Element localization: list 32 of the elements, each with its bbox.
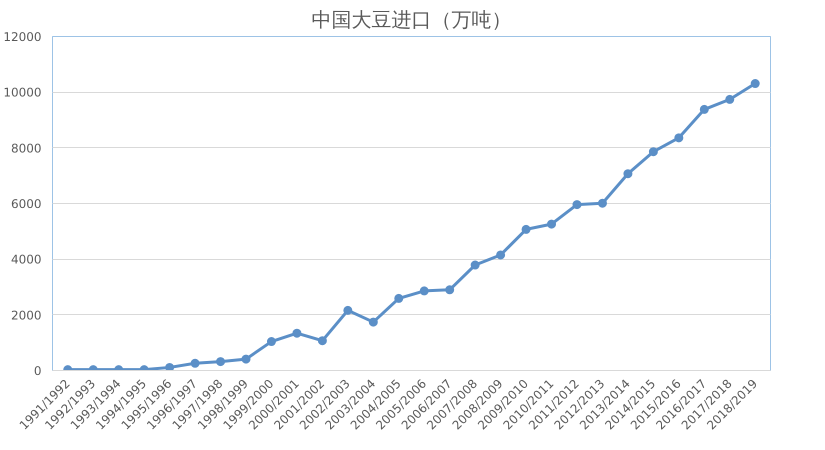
point <box>572 200 582 210</box>
point <box>700 104 709 114</box>
point <box>725 94 734 104</box>
y-tick-label: 2000 <box>10 308 42 322</box>
y-tick-label: 10000 <box>3 86 42 100</box>
point <box>648 147 658 156</box>
point <box>674 133 684 142</box>
y-tick-label: 8000 <box>10 141 42 156</box>
point <box>598 198 607 208</box>
chart-title: 中国大豆进口（万吨） <box>312 8 512 32</box>
point <box>420 286 429 296</box>
point <box>242 354 251 364</box>
point <box>190 358 200 368</box>
point <box>266 337 276 346</box>
point <box>292 328 302 338</box>
point <box>496 250 506 260</box>
point <box>394 294 404 303</box>
y-tick-label: 4000 <box>10 252 42 267</box>
y-tick-label: 0 <box>34 364 42 378</box>
point <box>470 260 480 270</box>
point <box>522 224 531 234</box>
point <box>216 357 226 366</box>
point <box>547 220 556 229</box>
y-tick-label: 6000 <box>10 197 42 211</box>
point <box>343 306 352 315</box>
point <box>165 362 174 370</box>
point <box>368 318 378 327</box>
y-tick-label: 12000 <box>3 30 42 44</box>
point <box>318 336 327 346</box>
point <box>445 285 454 294</box>
point <box>750 79 760 88</box>
point <box>623 169 632 178</box>
